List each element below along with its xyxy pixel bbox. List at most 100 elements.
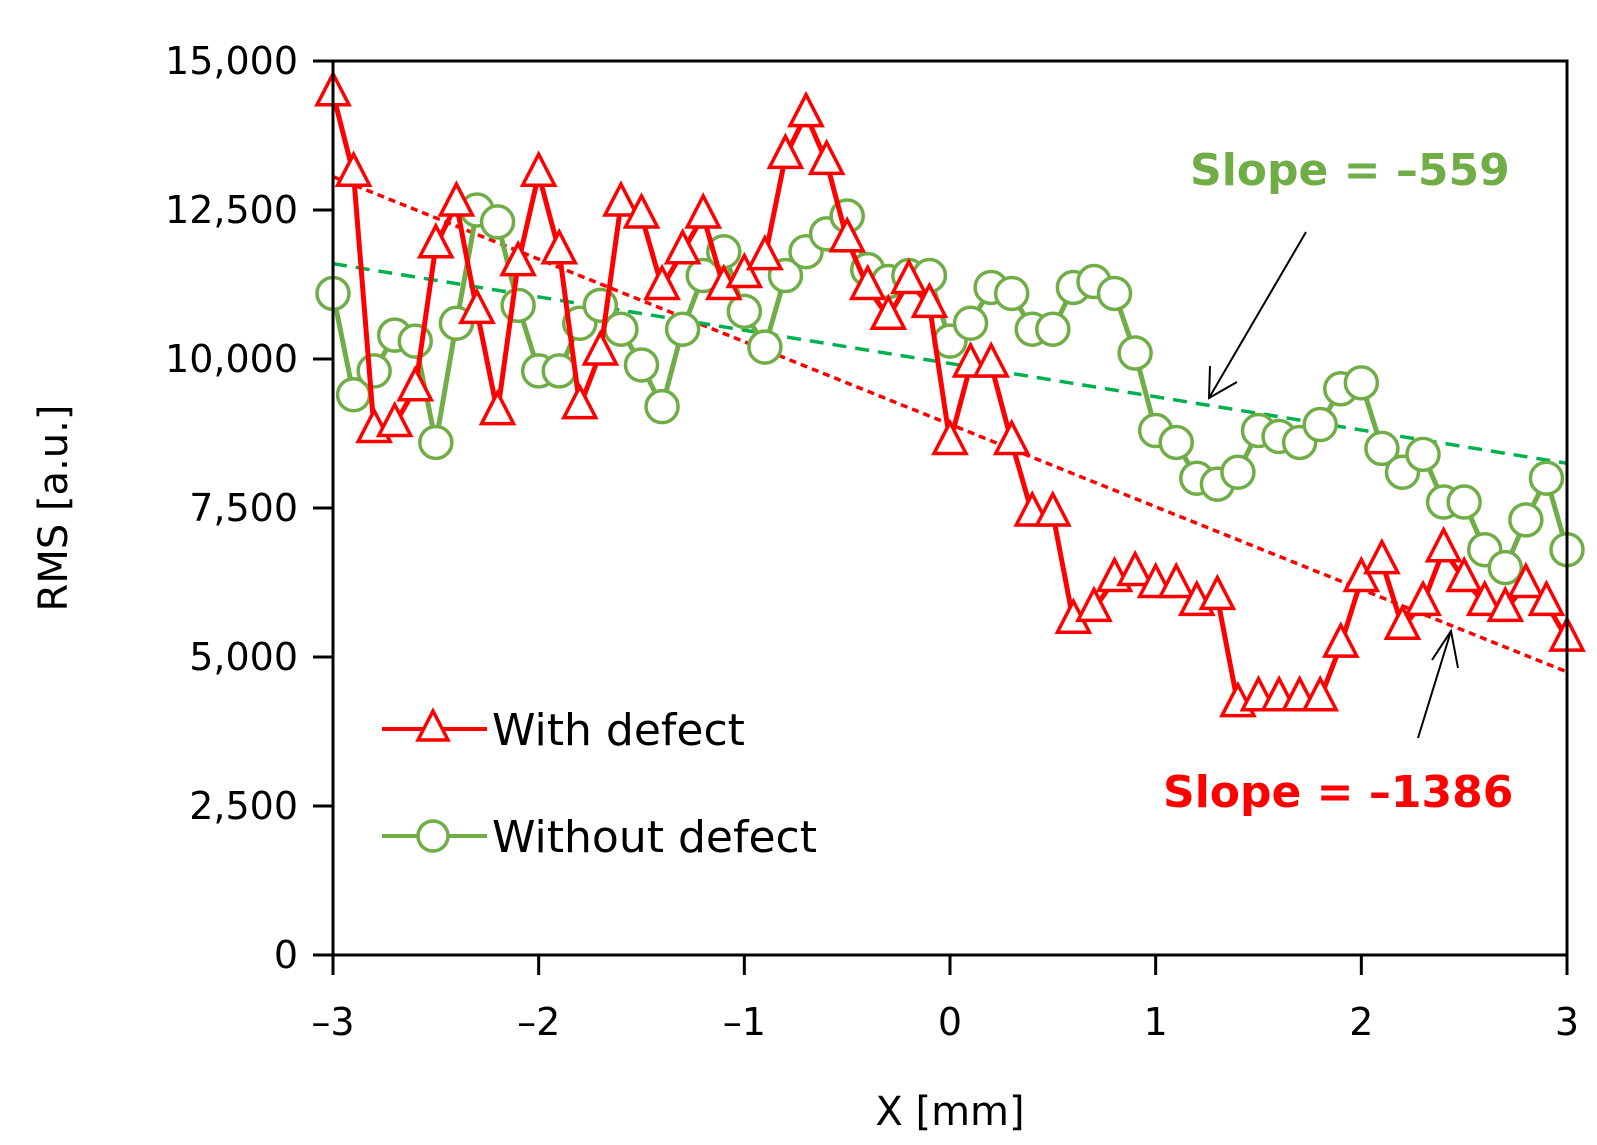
y-tick-label: 7,500: [189, 486, 298, 530]
data-point: [437, 180, 476, 217]
data-point: [1446, 484, 1482, 520]
data-point: [1383, 603, 1422, 640]
data-point: [747, 329, 783, 365]
data-point: [1343, 365, 1380, 401]
data-point: [766, 132, 805, 170]
x-tick-label: 1: [1144, 1000, 1168, 1044]
x-axis-title: X [mm]: [875, 1089, 1024, 1135]
legend-marker-with-defect: [415, 707, 451, 742]
data-point: [1363, 537, 1401, 575]
legend: With defect Without defect: [382, 705, 817, 863]
data-point: [1506, 561, 1545, 599]
annotation-arrow-without-defect: [1207, 231, 1307, 400]
data-point: [684, 192, 723, 229]
y-axis-title: RMS [a.u.]: [31, 405, 77, 612]
data-point: [478, 388, 517, 426]
data-point: [1465, 579, 1504, 617]
x-tick-label: –2: [517, 1000, 560, 1044]
data-point: [931, 418, 969, 456]
data-point: [479, 204, 516, 240]
legend-item-with-defect: With defect: [382, 705, 745, 756]
data-point: [375, 400, 414, 438]
data-point: [602, 180, 640, 217]
data-point: [869, 293, 908, 331]
data-point: [581, 329, 620, 366]
series-layer: [314, 69, 1586, 718]
data-point: [910, 281, 949, 319]
y-tick-label: 15,000: [165, 39, 298, 83]
data-point: [540, 227, 579, 265]
x-tick-label: 0: [938, 1000, 962, 1044]
x-tick-label: 3: [1555, 1000, 1579, 1044]
x-tick-label: 2: [1349, 1000, 1373, 1044]
data-point: [1035, 311, 1071, 347]
data-point: [848, 263, 887, 301]
trendline-without-defect: [332, 261, 1568, 466]
data-point: [1033, 490, 1072, 527]
data-point: [1301, 674, 1340, 712]
data-point: [807, 138, 846, 176]
data-point: [972, 341, 1011, 378]
data-point: [334, 150, 373, 187]
data-point: [1527, 579, 1566, 617]
series-with-defect: [314, 69, 1586, 718]
slope-annotation-without-defect: Slope = –559: [1190, 145, 1510, 196]
data-point: [560, 382, 599, 420]
data-point: [1117, 335, 1153, 371]
data-point: [1096, 275, 1133, 312]
data-point: [643, 263, 681, 301]
data-point: [1508, 502, 1544, 538]
legend-label-with-defect: With defect: [492, 705, 745, 756]
data-point: [1342, 555, 1381, 593]
y-tick-label: 12,500: [165, 188, 298, 232]
data-point: [541, 353, 577, 389]
arrow-shaft-without-defect: [1208, 231, 1307, 399]
data-point: [623, 347, 660, 383]
data-point: [1486, 585, 1525, 623]
legend-marker-without-defect: [416, 819, 450, 853]
data-point: [396, 364, 435, 402]
y-tick-label: 2,500: [189, 784, 298, 828]
data-point: [725, 251, 764, 289]
data-point: [1158, 424, 1194, 461]
axes-layer: 0 2,500 5,000 7,500 10,000 12,500 15,000 –3 –2 –1…: [165, 39, 1579, 1044]
slope-annotation-with-defect: Slope = –1386: [1163, 767, 1513, 818]
y-tick-label: 0: [274, 933, 298, 977]
data-point: [1075, 585, 1113, 623]
data-point: [746, 233, 784, 271]
data-point: [397, 323, 434, 359]
data-point: [458, 287, 496, 325]
x-tick-label: –1: [723, 1000, 766, 1044]
data-point: [1445, 555, 1484, 593]
data-point: [1302, 406, 1338, 443]
data-point: [499, 239, 537, 277]
data-point: [1405, 436, 1441, 473]
arrow-head-with-defect: [1431, 628, 1459, 669]
data-point: [519, 150, 558, 187]
data-point: [644, 388, 680, 425]
data-point: [622, 192, 661, 229]
data-point: [1424, 525, 1463, 563]
data-point: [664, 311, 701, 347]
data-point: [663, 227, 702, 265]
data-point: [828, 215, 867, 253]
data-point: [1157, 561, 1196, 599]
data-point: [1487, 549, 1524, 586]
annotation-arrow-with-defect: [1417, 628, 1459, 739]
data-point: [418, 424, 454, 461]
data-point: [1220, 454, 1256, 490]
data-point: [1116, 549, 1154, 587]
data-point: [787, 90, 825, 128]
legend-item-without-defect: Without defect: [382, 812, 817, 863]
data-point: [952, 305, 989, 341]
data-point: [1364, 430, 1400, 467]
y-tick-label: 10,000: [165, 337, 298, 381]
arrow-head-without-defect: [1207, 365, 1238, 400]
data-point: [1528, 460, 1565, 496]
data-point: [500, 287, 536, 324]
data-point: [1198, 573, 1237, 611]
data-point: [603, 311, 639, 347]
data-point: [1404, 579, 1442, 617]
data-point: [889, 257, 928, 295]
arrow-shaft-with-defect: [1417, 630, 1452, 739]
